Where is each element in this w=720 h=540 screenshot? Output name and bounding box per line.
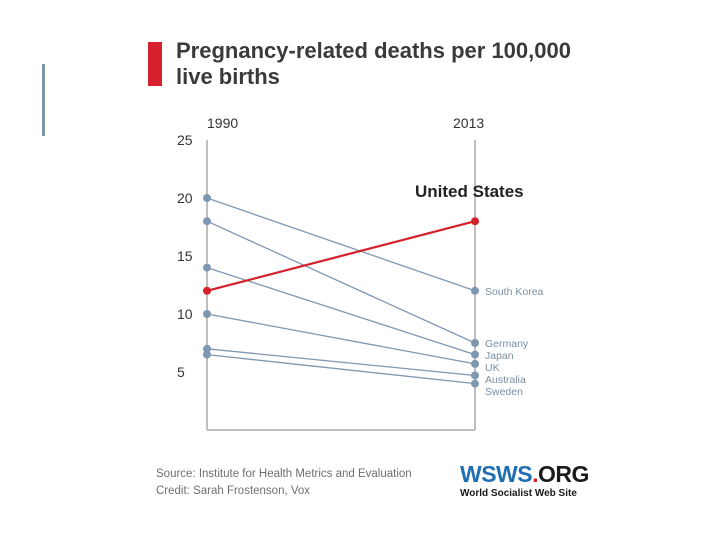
- point-germany-2013: [471, 339, 479, 347]
- y-tick-label-10: 10: [177, 306, 193, 322]
- logo-part-org: ORG: [538, 461, 589, 487]
- series-label-australia: Australia: [485, 374, 526, 386]
- y-tick-label-25: 25: [177, 132, 193, 148]
- series-label-south-korea: South Korea: [485, 286, 544, 298]
- point-sweden-2013: [471, 379, 479, 388]
- y-tick-label-20: 20: [177, 190, 193, 206]
- point-germany-1990: [203, 217, 211, 226]
- series-line-uk: [206, 313, 476, 365]
- logo-subtitle: World Socialist Web Site: [460, 488, 577, 499]
- series-line-south-korea: [206, 197, 476, 292]
- series-label-sweden: Sweden: [485, 386, 523, 398]
- series-label-united-states: United States: [415, 182, 524, 201]
- point-uk-2013: [471, 359, 479, 368]
- source-text: Source: Institute for Health Metrics and…: [156, 468, 412, 480]
- credit-text: Credit: Sarah Frostenson, Vox: [156, 485, 311, 497]
- logo-part-dot: .: [532, 461, 538, 487]
- point-united-states-1990: [203, 286, 211, 295]
- chart-title-line-2: live births: [176, 64, 280, 89]
- point-japan-2013: [471, 350, 479, 359]
- y-tick-label-5: 5: [177, 364, 185, 380]
- point-australia-1990: [203, 344, 211, 353]
- series-line-japan: [206, 266, 476, 356]
- series-label-germany: Germany: [485, 338, 529, 350]
- x-tick-label-2013: 2013: [453, 115, 484, 131]
- series-label-uk: UK: [485, 362, 500, 374]
- chart-title: Pregnancy-related deaths per 100,000 liv…: [176, 38, 596, 90]
- x-tick-label-1990: 1990: [207, 115, 238, 131]
- wsws-logo: WSWS.ORG World Socialist Web Site: [460, 462, 589, 499]
- footer: Source: Institute for Health Metrics and…: [156, 466, 412, 500]
- logo-wordmark: WSWS.ORG: [460, 462, 589, 486]
- series-line-sweden: [206, 353, 476, 385]
- point-south-korea-2013: [471, 286, 479, 295]
- series-line-australia: [206, 348, 476, 377]
- point-australia-2013: [471, 371, 479, 380]
- series-line-germany: [206, 220, 476, 344]
- point-sweden-1990: [203, 350, 211, 359]
- point-south-korea-1990: [203, 194, 211, 202]
- point-uk-1990: [203, 310, 211, 318]
- point-united-states-2013: [471, 217, 479, 226]
- slide-accent-bar: [42, 64, 45, 136]
- y-tick-label-15: 15: [177, 248, 193, 264]
- series-line-united-states: [206, 220, 476, 292]
- title-accent-bar: [148, 42, 162, 86]
- series-label-japan: Japan: [485, 350, 514, 362]
- logo-part-wsws: WSWS: [460, 461, 533, 487]
- chart-title-line-1: Pregnancy-related deaths per 100,000: [176, 38, 571, 63]
- point-japan-1990: [203, 263, 211, 272]
